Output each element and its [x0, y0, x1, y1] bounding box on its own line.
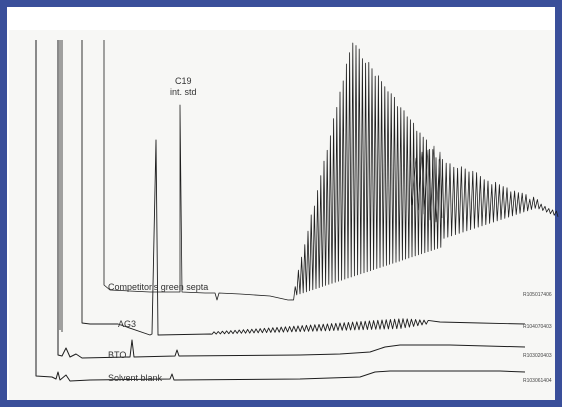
solvent-front-spike-1 — [59, 40, 63, 332]
trace-code-bto: R103020403 — [523, 353, 552, 359]
c19-label: C19 — [175, 76, 192, 86]
trace-code-solvent-blank: R103061404 — [523, 378, 552, 384]
trace-bto — [57, 40, 526, 359]
trace-label-bto: BTO — [108, 350, 126, 360]
trace-label-solvent-blank: Solvent blank — [108, 373, 163, 383]
trace-competitor-overlap — [409, 145, 443, 223]
trace-label-competitor: Competitor's green septa — [108, 282, 208, 292]
trace-solvent-blank — [35, 40, 526, 382]
trace-competitor-green-septa — [103, 40, 559, 301]
chromatogram-panel — [9, 30, 555, 400]
trace-ag3 — [81, 40, 526, 336]
trace-label-ag3: AG3 — [118, 319, 136, 329]
int-std-label: int. std — [170, 87, 197, 97]
trace-code-ag3: R104070403 — [523, 324, 552, 330]
trace-code-competitor: R105017406 — [523, 292, 552, 298]
